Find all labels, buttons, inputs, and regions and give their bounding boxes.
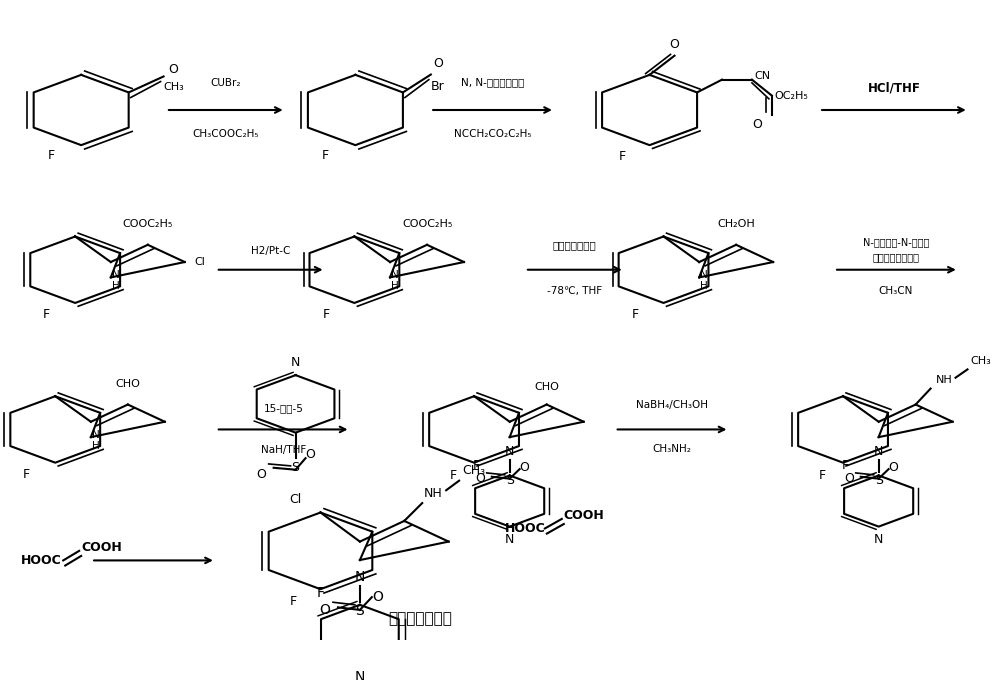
Text: N: N <box>874 445 883 458</box>
Text: H2/Pt-C: H2/Pt-C <box>251 245 290 256</box>
Text: O: O <box>319 603 330 617</box>
Text: -78℃, THF: -78℃, THF <box>547 286 602 296</box>
Text: COOC₂H₅: COOC₂H₅ <box>402 219 452 229</box>
Text: N
H: N H <box>700 270 708 292</box>
Text: CH₃COOC₂H₅: CH₃COOC₂H₅ <box>193 129 259 139</box>
Text: F: F <box>322 308 329 321</box>
Text: COOH: COOH <box>564 509 605 522</box>
Text: CH₃NH₂: CH₃NH₂ <box>652 443 691 454</box>
Text: O: O <box>670 37 679 50</box>
Text: F: F <box>290 595 297 608</box>
Text: CHO: CHO <box>115 379 140 388</box>
Text: F: F <box>842 460 849 473</box>
Text: NaBH₄/CH₃OH: NaBH₄/CH₃OH <box>636 401 708 410</box>
Text: N: N <box>355 670 365 680</box>
Text: F: F <box>317 586 325 600</box>
Text: N, N-二异丙基乙胺: N, N-二异丙基乙胺 <box>461 78 525 88</box>
Text: HCl/THF: HCl/THF <box>867 81 920 94</box>
Text: O: O <box>520 460 530 473</box>
Text: Cl: Cl <box>195 257 206 267</box>
Text: NaH/THF: NaH/THF <box>261 445 306 456</box>
Text: N: N <box>291 356 300 369</box>
Text: N
H: N H <box>112 270 120 292</box>
Text: N
H: N H <box>92 430 100 451</box>
Text: Br: Br <box>431 80 445 92</box>
Text: S: S <box>875 473 883 487</box>
Text: HOOC: HOOC <box>21 554 62 567</box>
Text: N-甲基吗啡-N-氧化物: N-甲基吗啡-N-氧化物 <box>863 237 929 248</box>
Text: CH₃: CH₃ <box>970 356 991 367</box>
Text: F: F <box>450 469 457 482</box>
Text: O: O <box>844 472 854 485</box>
Text: S: S <box>292 462 300 475</box>
Text: F: F <box>473 460 480 473</box>
Text: N: N <box>505 533 514 546</box>
Text: CHO: CHO <box>534 381 559 392</box>
Text: CUBr₂: CUBr₂ <box>211 78 241 88</box>
Text: F: F <box>43 308 50 321</box>
Text: O: O <box>752 118 762 131</box>
Text: CN: CN <box>754 71 770 82</box>
Text: CH₂OH: CH₂OH <box>717 219 755 229</box>
Text: O: O <box>433 57 443 70</box>
Text: S: S <box>356 604 364 617</box>
Text: N: N <box>355 570 365 583</box>
Text: CH₃: CH₃ <box>462 464 485 477</box>
Text: Cl: Cl <box>289 493 302 507</box>
Text: NH: NH <box>936 375 952 386</box>
Text: F: F <box>619 150 626 163</box>
Text: O: O <box>306 448 315 462</box>
Text: 富马酸沃诺拉赞: 富马酸沃诺拉赞 <box>388 611 452 626</box>
Text: 15-冠醚-5: 15-冠醚-5 <box>264 403 304 413</box>
Text: N
H: N H <box>391 270 399 292</box>
Text: NCCH₂CO₂C₂H₅: NCCH₂CO₂C₂H₅ <box>454 129 532 139</box>
Text: 四正丙基过钌酸铵: 四正丙基过钌酸铵 <box>872 252 919 262</box>
Text: N: N <box>505 445 514 458</box>
Text: CH₃CN: CH₃CN <box>879 286 913 296</box>
Text: N: N <box>874 533 883 546</box>
Text: F: F <box>322 149 329 162</box>
Text: S: S <box>506 473 514 487</box>
Text: F: F <box>23 468 30 481</box>
Text: COOH: COOH <box>81 541 122 554</box>
Text: O: O <box>889 460 899 473</box>
Text: COOC₂H₅: COOC₂H₅ <box>123 219 173 229</box>
Text: HOOC: HOOC <box>505 522 546 535</box>
Text: O: O <box>475 472 485 485</box>
Text: NH: NH <box>424 488 443 500</box>
Text: O: O <box>256 468 266 481</box>
Text: O: O <box>372 590 383 604</box>
Text: 二异丁基氢化铝: 二异丁基氢化铝 <box>553 241 597 250</box>
Text: OC₂H₅: OC₂H₅ <box>775 90 809 101</box>
Text: F: F <box>47 149 55 162</box>
Text: F: F <box>819 469 826 482</box>
Text: O: O <box>169 63 178 76</box>
Text: CH₃: CH₃ <box>164 82 184 92</box>
Text: F: F <box>631 308 639 321</box>
